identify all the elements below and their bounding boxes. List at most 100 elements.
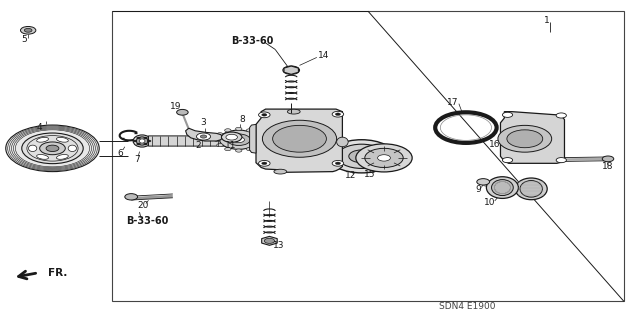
Circle shape <box>225 129 231 132</box>
Text: B-33-60: B-33-60 <box>232 36 274 47</box>
Ellipse shape <box>520 181 543 197</box>
Circle shape <box>502 158 513 163</box>
Circle shape <box>227 134 250 145</box>
Circle shape <box>337 144 386 168</box>
Circle shape <box>246 129 253 132</box>
Circle shape <box>20 26 36 34</box>
Text: 12: 12 <box>345 171 356 180</box>
Polygon shape <box>186 128 223 141</box>
Circle shape <box>477 179 490 185</box>
Circle shape <box>507 130 543 148</box>
Polygon shape <box>256 109 342 172</box>
Circle shape <box>498 125 552 152</box>
Circle shape <box>254 133 260 136</box>
Polygon shape <box>262 236 277 245</box>
Circle shape <box>328 140 395 173</box>
Circle shape <box>233 137 244 143</box>
Circle shape <box>264 238 275 243</box>
Text: 2: 2 <box>196 141 201 150</box>
Circle shape <box>556 158 566 163</box>
Text: 9: 9 <box>476 185 481 194</box>
Polygon shape <box>284 66 298 74</box>
Ellipse shape <box>287 109 300 114</box>
Text: 13: 13 <box>273 241 284 250</box>
Circle shape <box>335 162 340 165</box>
Text: 14: 14 <box>317 51 329 60</box>
Circle shape <box>46 145 59 152</box>
Circle shape <box>40 142 65 155</box>
Text: SDN4 E1900: SDN4 E1900 <box>439 302 495 311</box>
Circle shape <box>335 113 340 115</box>
Circle shape <box>133 140 137 142</box>
Text: 8: 8 <box>239 115 244 124</box>
Circle shape <box>144 137 147 139</box>
Circle shape <box>332 111 344 117</box>
Circle shape <box>254 144 260 147</box>
Circle shape <box>125 194 138 200</box>
Circle shape <box>246 147 253 151</box>
Circle shape <box>147 140 151 142</box>
Circle shape <box>6 125 99 172</box>
Circle shape <box>217 133 223 136</box>
Circle shape <box>221 132 242 142</box>
Text: 5: 5 <box>22 35 27 44</box>
Circle shape <box>196 133 211 140</box>
Circle shape <box>283 66 300 74</box>
Circle shape <box>225 147 231 151</box>
Text: 19: 19 <box>170 102 182 111</box>
Text: 4: 4 <box>37 123 42 132</box>
Text: 17: 17 <box>447 98 459 107</box>
Ellipse shape <box>492 180 513 196</box>
Circle shape <box>236 149 242 152</box>
Text: 16: 16 <box>489 140 500 149</box>
Circle shape <box>214 138 220 141</box>
Circle shape <box>262 120 337 157</box>
Polygon shape <box>250 124 256 153</box>
Ellipse shape <box>36 137 49 142</box>
Circle shape <box>144 143 147 145</box>
Circle shape <box>217 144 223 147</box>
Circle shape <box>259 160 270 166</box>
Circle shape <box>332 160 344 166</box>
Text: 7: 7 <box>134 155 140 164</box>
Polygon shape <box>148 136 234 146</box>
Circle shape <box>200 135 207 138</box>
Ellipse shape <box>36 154 49 159</box>
Ellipse shape <box>56 154 68 159</box>
Ellipse shape <box>133 135 151 147</box>
Text: 1: 1 <box>545 16 550 25</box>
Polygon shape <box>500 112 564 163</box>
Circle shape <box>365 148 403 167</box>
Ellipse shape <box>29 145 36 152</box>
Circle shape <box>220 130 258 149</box>
Ellipse shape <box>136 137 148 145</box>
Text: 11: 11 <box>225 141 236 150</box>
Text: FR.: FR. <box>48 268 67 278</box>
Ellipse shape <box>486 177 518 198</box>
Text: 6: 6 <box>118 149 123 158</box>
Circle shape <box>273 125 326 152</box>
Text: B-33-60: B-33-60 <box>126 216 168 226</box>
Circle shape <box>236 127 242 130</box>
Ellipse shape <box>140 139 145 143</box>
Circle shape <box>262 162 267 165</box>
Ellipse shape <box>337 137 348 147</box>
Circle shape <box>356 144 412 172</box>
Circle shape <box>177 109 188 115</box>
Circle shape <box>262 114 267 116</box>
Circle shape <box>556 113 566 118</box>
Text: 10: 10 <box>484 198 495 207</box>
Ellipse shape <box>56 137 68 142</box>
Circle shape <box>259 112 270 118</box>
Ellipse shape <box>68 145 77 152</box>
Circle shape <box>349 150 374 163</box>
Circle shape <box>22 133 83 164</box>
Circle shape <box>24 28 32 32</box>
Circle shape <box>602 156 614 162</box>
Circle shape <box>226 134 237 140</box>
Circle shape <box>257 138 264 141</box>
Circle shape <box>378 155 390 161</box>
Text: 18: 18 <box>602 162 614 171</box>
Circle shape <box>137 143 141 145</box>
Ellipse shape <box>274 169 287 174</box>
